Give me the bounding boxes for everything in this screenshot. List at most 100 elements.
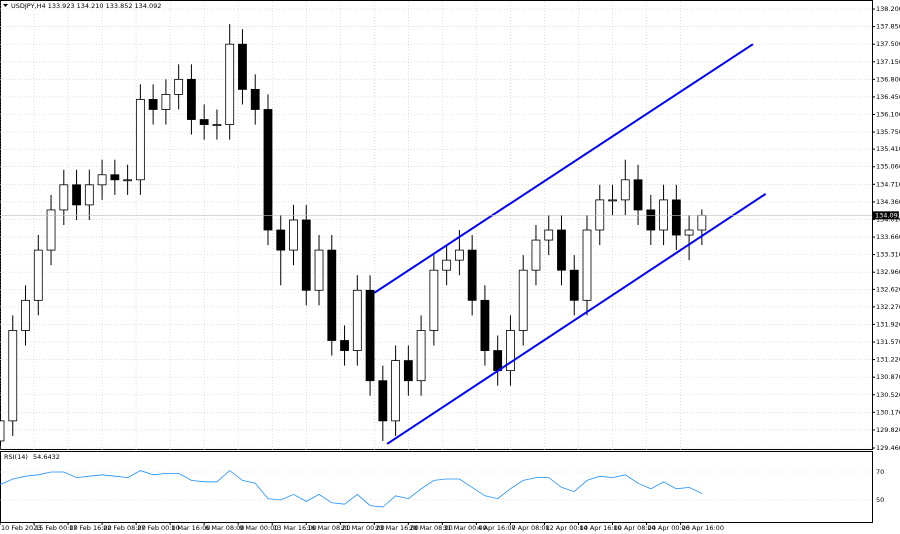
candle-body [620,179,630,201]
candle-body [327,249,337,341]
candle-body [582,229,592,301]
x-tick-label: 23 Mar 16:00 [375,524,418,532]
candle-body [148,99,158,110]
candle-body [608,199,617,202]
x-tick-label: 21 Mar 00:00 [341,524,384,532]
x-tick-label: 9 Mar 00:00 [239,524,278,532]
x-tick-label: 16 Mar 08:00 [307,524,350,532]
trend-line [373,43,754,294]
candle-body [454,249,464,261]
candle-body [646,209,656,231]
x-tick-label: 14 Apr 16:00 [579,524,621,532]
y-tick-label: 129.460 [876,444,900,452]
y-tick-label: 130.170 [876,408,900,416]
menu-arrow[interactable] [3,4,8,7]
y-tick-label: 132.270 [876,303,900,311]
candle-body [8,330,18,422]
candle-body [340,340,349,351]
candle-body [301,219,311,291]
candle-body [276,229,286,251]
candle-body [84,184,94,206]
x-tick-label: 27 Feb 00:00 [137,524,180,532]
current-price-label: 134.092 [875,211,900,219]
current-price-box [873,211,899,220]
y-tick-label: 136.100 [876,111,900,119]
x-tick-label: 22 Feb 08:00 [103,524,146,532]
candle-body [378,380,388,422]
y-tick-label: 132.960 [876,268,900,276]
y-tick-label: 130.870 [876,373,900,381]
candle-body [684,229,694,236]
x-tick-label: 6 Mar 08:00 [205,524,244,532]
x-tick-label: 19 Apr 08:00 [614,524,656,532]
candle-body [21,299,30,331]
candle-body [212,124,222,126]
rsi-tick-label: 70 [876,468,884,476]
y-tick-label: 129.820 [876,426,900,434]
x-tick-label: 4 Apr 16:00 [477,524,515,532]
y-tick-label: 134.010 [876,215,900,223]
candle-body [416,330,426,382]
candle-body [0,420,5,442]
y-tick-label: 135.060 [876,163,900,171]
price-pane [0,0,873,450]
candle-body [531,239,541,271]
candle-body [263,109,273,231]
candle-body [442,259,452,271]
candle-body [352,289,362,351]
candle-body [467,249,477,301]
y-tick-label: 135.750 [876,128,900,136]
rsi-pane [0,451,873,523]
candle-body [33,249,43,301]
y-tick-label: 131.220 [876,356,900,364]
candle-body [59,184,69,211]
y-tick-label: 134.710 [876,180,900,188]
candle-body [199,119,209,125]
candle-body [569,269,579,301]
x-tick-label: 7 Apr 08:00 [511,524,549,532]
candle-body [518,269,528,331]
rsi-value: 54.6432 [33,453,60,461]
candle-body [238,43,247,90]
candle-body [429,269,439,331]
y-tick-label: 135.410 [876,145,900,153]
y-tick-label: 131.570 [876,338,900,346]
candle-body [123,179,133,182]
candle-body [250,88,260,110]
y-tick-label: 133.660 [876,233,900,241]
x-tick-label: 17 Feb 16:00 [69,524,112,532]
candle-body [161,94,171,110]
candle-body [187,78,196,120]
x-tick-label: 10 Feb 2023 [1,524,41,532]
x-tick-label: 15 Feb 00:00 [35,524,78,532]
candle-body [289,219,298,251]
x-tick-label: 26 Apr 16:00 [682,524,724,532]
y-tick-label: 137.500 [876,40,900,48]
rsi-tick-label: 50 [876,496,884,504]
y-tick-label: 137.150 [876,58,900,66]
candle-body [314,249,324,291]
candle-body [225,43,235,125]
y-tick-label: 134.360 [876,198,900,206]
chart-title: USDJPY,H4 133.923 134.210 133.852 134.09… [11,2,161,10]
rsi-line [0,470,703,508]
candle-body [174,78,184,95]
candle-body [595,199,605,231]
x-tick-label: 12 Apr 00:00 [545,524,587,532]
candle-body [671,199,681,236]
candle-body [391,360,400,422]
y-tick-label: 138.200 [876,5,900,13]
candle-body [697,214,707,231]
y-tick-label: 130.520 [876,391,900,399]
candle-body [557,229,566,271]
x-tick-label: 28 Mar 08:00 [409,524,452,532]
candle-body [493,350,503,372]
y-tick-label: 132.620 [876,285,900,293]
candle-body [403,360,413,382]
candle-body [480,299,490,351]
rsi-title: RSI(14) [4,453,28,461]
candle-body [365,289,375,382]
candle-body [506,330,515,372]
candle-body [135,99,145,181]
